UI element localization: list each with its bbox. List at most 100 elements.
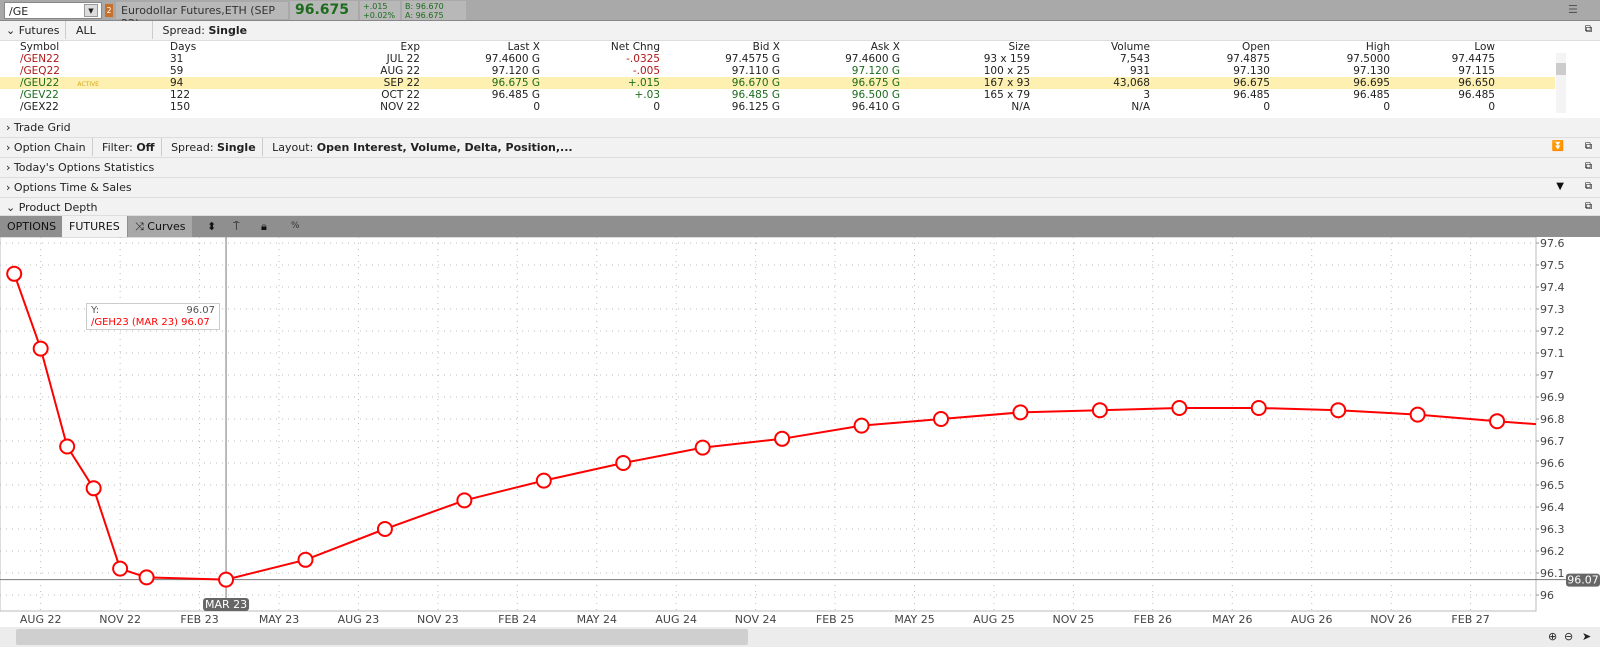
percent-toggle[interactable]: % — [291, 221, 300, 231]
link-group-badge[interactable]: 2 — [105, 4, 113, 17]
cell-value: AUG 22 — [380, 65, 420, 77]
table-header: Symbol Days Exp Last X Net Chng Bid X Ask X Siz… — [0, 41, 1555, 53]
curves-label: Curves — [147, 220, 186, 233]
cell: 0 — [1270, 101, 1390, 113]
cell: 931 — [1030, 65, 1150, 77]
futures-table: Symbol Days Exp Last X Net Chng Bid X Ask X Siz… — [0, 41, 1555, 113]
futures-toggle[interactable]: ⌄ Futures — [6, 24, 60, 37]
cell-value: 96.485 — [1353, 89, 1390, 101]
cell-value: 97.130 — [1233, 65, 1270, 77]
pin-icon[interactable]: ⍑ — [233, 220, 240, 233]
y-tick-label: 97.2 — [1540, 325, 1565, 338]
chart-tooltip: Y: 96.07 /GEH23 (MAR 23) 96.07 — [86, 303, 220, 330]
popout-icon[interactable]: ⧉ — [1584, 141, 1592, 152]
menu-icon[interactable]: ☰ — [1568, 3, 1578, 16]
option-chain-toggle[interactable]: › Option Chain — [6, 141, 86, 154]
cell-value: 97.4575 G — [725, 53, 780, 65]
table-row[interactable]: /GEN22 31 JUL 22 97.4600 G -.0325 97.4575 G 97… — [0, 53, 1555, 65]
zoom-in-icon[interactable]: ⊕ — [1548, 630, 1558, 643]
cell-value: 97.5000 — [1346, 53, 1390, 65]
column-header: Size — [1008, 41, 1030, 53]
cell: 97.120 G — [420, 65, 540, 77]
cell-value: 0 — [653, 101, 660, 113]
crosshair-y-label: 96.07 — [1567, 574, 1599, 587]
product-depth-section[interactable]: ⌄ Product Depth ⧉ — [0, 198, 1600, 216]
cell-value: +.015 — [627, 77, 660, 89]
crosshair-y-badge — [1566, 573, 1600, 587]
lock-icon[interactable]: 🔒︎ — [261, 220, 267, 233]
cell: 97.120 G — [780, 65, 900, 77]
y-tick-label: 97.3 — [1540, 303, 1565, 316]
futures-label: Futures — [18, 24, 60, 37]
popout-icon[interactable]: ⧉ — [1584, 201, 1592, 212]
chain-spread-selector[interactable]: Spread: Single — [171, 141, 256, 154]
table-scrollbar[interactable] — [1556, 53, 1566, 113]
options-statistics-section[interactable]: › Today's Options Statistics ⧉ — [0, 158, 1600, 178]
zoom-out-icon[interactable]: ⊖ — [1564, 630, 1574, 643]
filter-selector[interactable]: Filter: Off — [102, 141, 155, 154]
x-tick-label: AUG 25 — [973, 613, 1015, 626]
plot-area — [0, 237, 1537, 612]
cell: 97.5000 — [1270, 53, 1390, 65]
popout-icon[interactable]: ⧉ — [1584, 181, 1592, 192]
tooltip-y-label: Y: — [91, 305, 100, 316]
cell: 167 x 93 — [900, 77, 1030, 91]
futures-filter[interactable]: ALL — [75, 24, 96, 37]
cell-value: 97.130 — [1353, 65, 1390, 77]
layout-selector[interactable]: Layout: Open Interest, Volume, Delta, Po… — [272, 141, 572, 154]
futures-curve-chart[interactable]: 96 96.1 96.2 96.3 96.4 96.5 96.6 96.7 96.8 96.9 97… — [0, 237, 1600, 627]
x-tick-label: NOV 22 — [99, 613, 141, 626]
tab-futures[interactable]: FUTURES — [62, 216, 127, 237]
option-chain-label: Option Chain — [13, 141, 86, 154]
column-header: Ask X — [870, 41, 900, 53]
x-tick-label: NOV 26 — [1370, 613, 1412, 626]
cell: SEP 22 — [290, 77, 420, 91]
curves-selector[interactable]: ⤨ Curves — [128, 216, 193, 237]
cell-value: 96.675 — [1233, 77, 1270, 89]
y-tick-label: 96.7 — [1540, 435, 1565, 448]
cell-value: -.005 — [632, 65, 660, 77]
cell-value: 167 x 93 — [983, 77, 1030, 89]
cell: 96.695 — [1270, 77, 1390, 91]
cell-value: 96.125 G — [731, 101, 780, 113]
tooltip-y-value: 96.07 — [186, 305, 215, 316]
cell-value: 96.410 G — [851, 101, 900, 113]
trade-grid-section[interactable]: › Trade Grid — [0, 118, 1600, 138]
table-row[interactable]: /GEV22 122 OCT 22 96.485 G +.03 96.485 G 96.50… — [0, 89, 1555, 101]
bid-value: B: 96.670 — [405, 2, 444, 11]
cell-value: 96.485 — [1233, 89, 1270, 101]
cell-value: 94 — [170, 77, 184, 89]
collapse-icon[interactable]: ⏬ — [1551, 141, 1564, 152]
time-sales-section[interactable]: › Options Time & Sales ▼ ⧉ — [0, 178, 1600, 198]
cell: 96.500 G — [780, 89, 900, 101]
net-change: +.015 +0.02% — [360, 1, 400, 20]
table-row[interactable]: /GEU22 ACTIVE 94 SEP 22 96.675 G +.015 96.670 … — [0, 77, 1555, 89]
column-header: Volume — [1110, 41, 1150, 53]
cell-value: /GEU22 — [20, 77, 60, 89]
table-row[interactable]: /GEX22 150 NOV 22 0 0 96.125 G 96.410 G N/A N/A 0… — [0, 101, 1555, 113]
symbol-input[interactable]: /GE — [4, 2, 102, 19]
column-header: Net Chng — [610, 41, 660, 53]
cell-value: N/A — [1011, 101, 1030, 113]
table-scroll-thumb[interactable] — [1556, 63, 1566, 75]
popout-icon[interactable]: ⧉ — [1584, 24, 1592, 35]
filter-icon[interactable]: ▼ — [1556, 181, 1564, 192]
cell-value: 96.675 G — [851, 77, 900, 89]
chart-scroll-thumb[interactable] — [16, 629, 748, 645]
cell-value: 96.485 — [1458, 89, 1495, 101]
popout-icon[interactable]: ⧉ — [1584, 161, 1592, 172]
spread-selector[interactable]: Spread: Single — [162, 24, 247, 37]
cell-value: 97.4600 G — [845, 53, 900, 65]
cell: 96.675 G — [420, 77, 540, 91]
sort-icon[interactable]: ⬍ — [207, 220, 217, 233]
cursor-icon[interactable]: ➤ — [1582, 630, 1592, 643]
data-point — [85, 480, 102, 497]
table-row[interactable]: /GEQ22 59 AUG 22 97.120 G -.005 97.110 G 97.12… — [0, 65, 1555, 77]
cell-value: 97.120 G — [851, 65, 900, 77]
cell: +.03 — [540, 89, 661, 101]
data-point — [853, 417, 870, 434]
data-point — [456, 492, 473, 509]
time-sales-label: Options Time & Sales — [13, 181, 132, 194]
symbol-dropdown-button[interactable]: ▼ — [84, 4, 98, 17]
tab-options[interactable]: OPTIONS — [7, 220, 57, 233]
